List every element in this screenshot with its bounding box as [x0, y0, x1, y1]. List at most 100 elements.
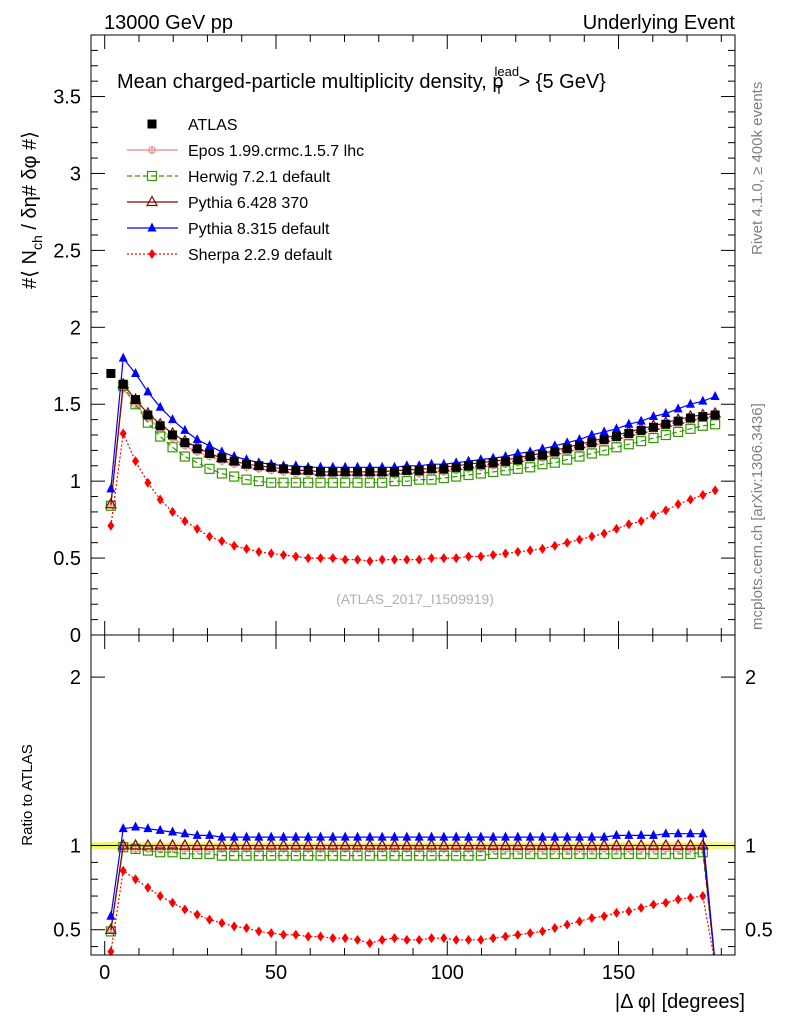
ratio-point-pythia8: [279, 831, 289, 841]
main-title: Mean charged-particle multiplicity densi…: [117, 64, 606, 97]
main-y-tick-label: 2: [70, 317, 81, 339]
legend-entry-epos: Epos 1.99.crmc.1.5.7 lhc: [127, 143, 364, 160]
point-pythia8: [143, 386, 153, 396]
point-atlas: [328, 467, 338, 477]
main-y-axis-label-c: / δη# δφ #⟩: [19, 131, 41, 235]
ratio-point-herwig: [290, 850, 301, 861]
point-atlas: [537, 450, 547, 460]
point-atlas: [599, 435, 609, 445]
point-sherpa: [489, 550, 497, 560]
legend-label-atlas: ATLAS: [188, 117, 238, 134]
ratio-point-sherpa: [378, 934, 386, 945]
ratio-point-pythia8: [550, 831, 560, 841]
point-herwig: [537, 459, 548, 470]
ratio-point-pythia6: [499, 838, 512, 850]
ratio-point-sherpa: [255, 926, 263, 937]
ratio-point-pythia8: [463, 831, 473, 841]
ratio-point-pythia6: [289, 838, 302, 850]
point-atlas: [106, 368, 116, 378]
ratio-point-pythia8: [328, 831, 338, 841]
point-atlas: [414, 465, 424, 475]
ratio-y-tick-labels: 0.5 0.5 1 1 2 2: [53, 667, 773, 942]
ratio-line-epos: [110, 846, 715, 955]
point-atlas: [131, 395, 141, 405]
ratio-point-pythia6: [215, 838, 228, 850]
point-pythia8: [106, 483, 116, 493]
point-herwig: [623, 439, 634, 450]
point-atlas: [463, 461, 473, 471]
analysis-watermark: (ATLAS_2017_I1509919): [336, 591, 494, 607]
legend-label-sherpa: Sherpa 2.2.9 default: [188, 247, 333, 264]
ratio-point-sherpa: [144, 882, 152, 893]
point-herwig: [710, 419, 721, 430]
point-sherpa: [329, 553, 337, 564]
ratio-point-pythia6: [437, 838, 450, 850]
ratio-point-pythia8: [266, 831, 276, 841]
ratio-point-herwig: [241, 850, 252, 861]
ratio-point-pythia6: [450, 838, 463, 850]
ratio-point-pythia6: [376, 838, 389, 850]
point-herwig: [549, 457, 560, 468]
ratio-point-herwig: [352, 850, 363, 861]
ratio-point-pythia6: [598, 838, 611, 850]
ratio-point-herwig: [229, 850, 240, 861]
point-herwig: [488, 466, 499, 478]
point-sherpa: [662, 505, 670, 516]
ratio-point-sherpa: [686, 892, 694, 903]
point-herwig: [525, 462, 536, 473]
ratio-point-pythia6: [622, 838, 635, 850]
main-plot-layer: [104, 352, 722, 567]
main-panel: 0 0.5 1 1.5 2 2.5 3 3.5 Mean charged-particle m…: [19, 34, 736, 647]
ratio-point-pythia8: [451, 831, 461, 841]
point-sherpa: [575, 534, 583, 545]
ratio-point-herwig: [401, 850, 412, 861]
point-herwig: [241, 474, 252, 485]
ratio-point-pythia8: [562, 831, 572, 841]
point-sherpa: [169, 506, 177, 517]
point-atlas: [353, 467, 363, 477]
ratio-point-sherpa: [526, 928, 534, 939]
point-herwig: [500, 465, 511, 476]
ratio-point-herwig: [475, 850, 486, 861]
point-sherpa: [649, 510, 657, 520]
ratio-point-pythia8: [673, 828, 683, 838]
point-herwig: [266, 477, 277, 488]
legend-marker-herwig: [146, 170, 158, 182]
point-atlas: [426, 464, 436, 474]
legend-label-herwig: Herwig 7.2.1 default: [188, 169, 331, 186]
point-pythia6: [104, 497, 117, 509]
ratio-point-sherpa: [341, 933, 349, 944]
ratio-point-pythia8: [513, 831, 523, 841]
point-atlas: [180, 438, 190, 448]
point-atlas: [377, 467, 387, 477]
ratio-point-herwig: [155, 847, 166, 858]
point-atlas: [390, 467, 400, 477]
main-y-tick-label: 2.5: [53, 240, 81, 262]
point-atlas: [365, 467, 375, 477]
point-herwig: [660, 429, 671, 441]
main-y-axis-label-a: #⟨ N: [19, 250, 41, 289]
ratio-point-pythia8: [143, 823, 153, 833]
point-herwig: [426, 474, 437, 485]
ratio-point-pythia8: [316, 831, 326, 841]
ratio-point-herwig: [414, 850, 425, 861]
point-herwig: [685, 423, 696, 434]
ratio-point-pythia8: [303, 831, 313, 841]
main-y-tick-label: 3.5: [53, 87, 81, 109]
point-sherpa: [255, 546, 263, 557]
point-sherpa: [119, 428, 127, 439]
point-atlas: [476, 459, 486, 469]
main-title-text: Mean charged-particle multiplicity densi…: [117, 71, 503, 93]
point-sherpa: [354, 554, 362, 565]
ratio-point-pythia6: [203, 838, 216, 850]
ratio-point-sherpa: [452, 934, 460, 945]
ratio-point-pythia6: [511, 838, 524, 850]
point-sherpa: [427, 553, 435, 564]
point-atlas: [291, 465, 301, 475]
point-herwig: [648, 432, 659, 444]
point-atlas: [624, 428, 634, 438]
point-herwig: [315, 477, 326, 488]
point-sherpa: [267, 548, 275, 559]
ratio-point-pythia8: [229, 831, 239, 841]
point-herwig: [352, 477, 363, 488]
